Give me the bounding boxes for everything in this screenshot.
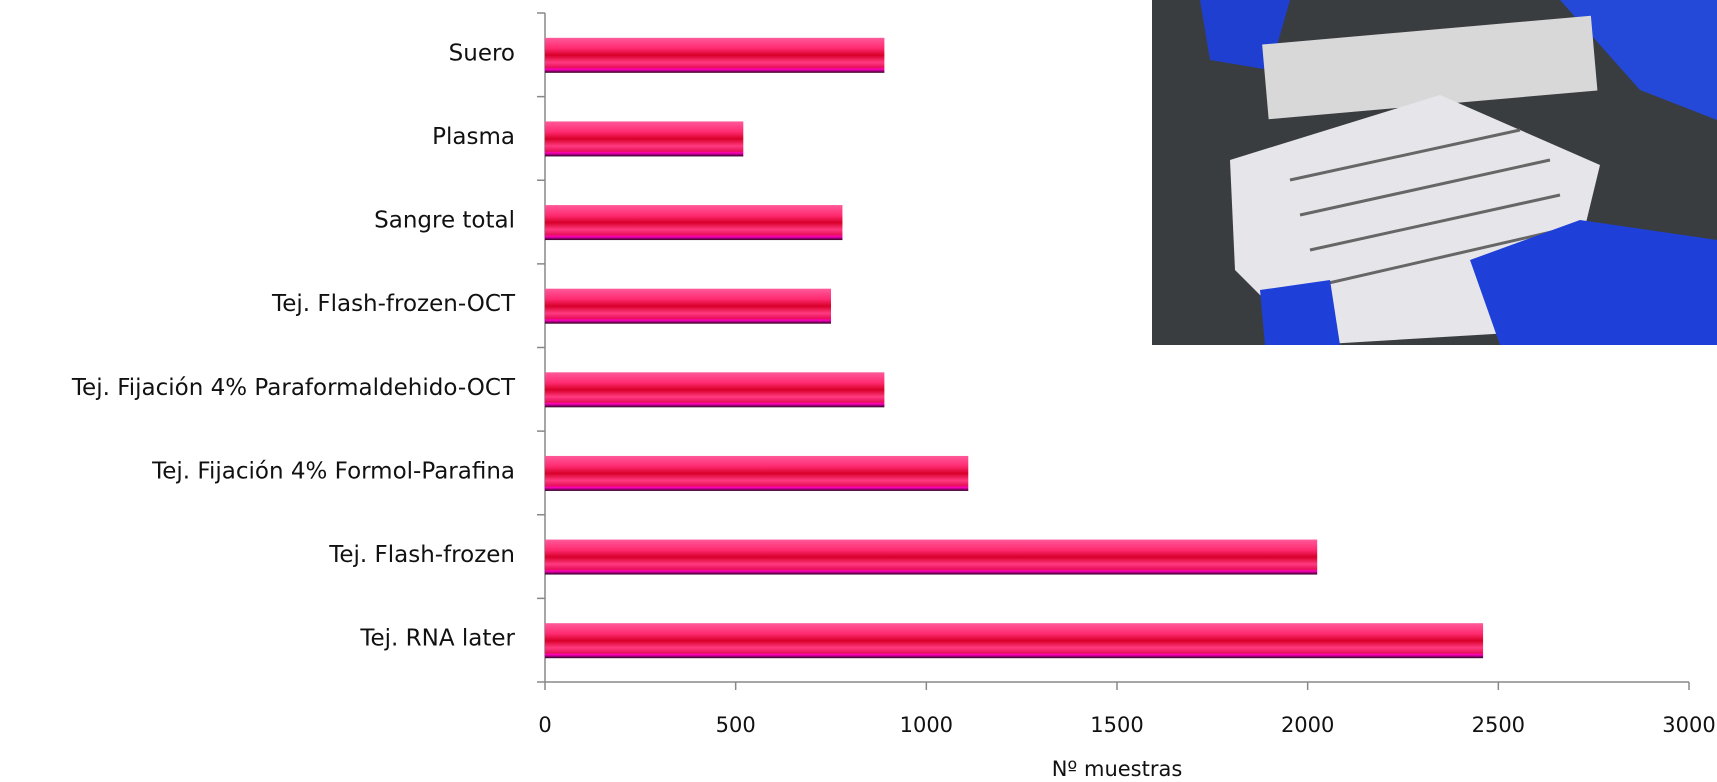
x-tick-label: 1000 [900,713,953,737]
bar [545,121,744,157]
y-tick-label: Tej. Flash-frozen-OCT [271,291,516,317]
y-tick-label: Tej. Fijación 4% Paraformaldehido-OCT [71,375,516,401]
y-tick-label: Suero [449,40,515,66]
x-tick-label: 2000 [1281,713,1334,737]
bar [545,623,1484,659]
bar [545,455,969,491]
y-tick-label: Tej. Fijación 4% Formol-Parafina [151,458,515,484]
bar [545,372,885,408]
x-tick-label: 500 [716,713,756,737]
x-tick-label: 0 [538,713,551,737]
y-tick-label: Sangre total [374,208,515,234]
x-tick-label: 1500 [1090,713,1143,737]
bar [545,205,843,241]
x-tick-label: 2500 [1472,713,1525,737]
y-tick-label: Tej. RNA later [359,626,515,652]
bar [545,37,885,73]
bar [545,288,831,324]
bar [545,539,1318,575]
x-tick-label: 3000 [1662,713,1715,737]
y-tick-label: Plasma [432,124,515,150]
photo [1152,0,1717,345]
x-axis-title: Nº muestras [1052,757,1183,781]
y-tick-label: Tej. Flash-frozen [328,542,515,568]
